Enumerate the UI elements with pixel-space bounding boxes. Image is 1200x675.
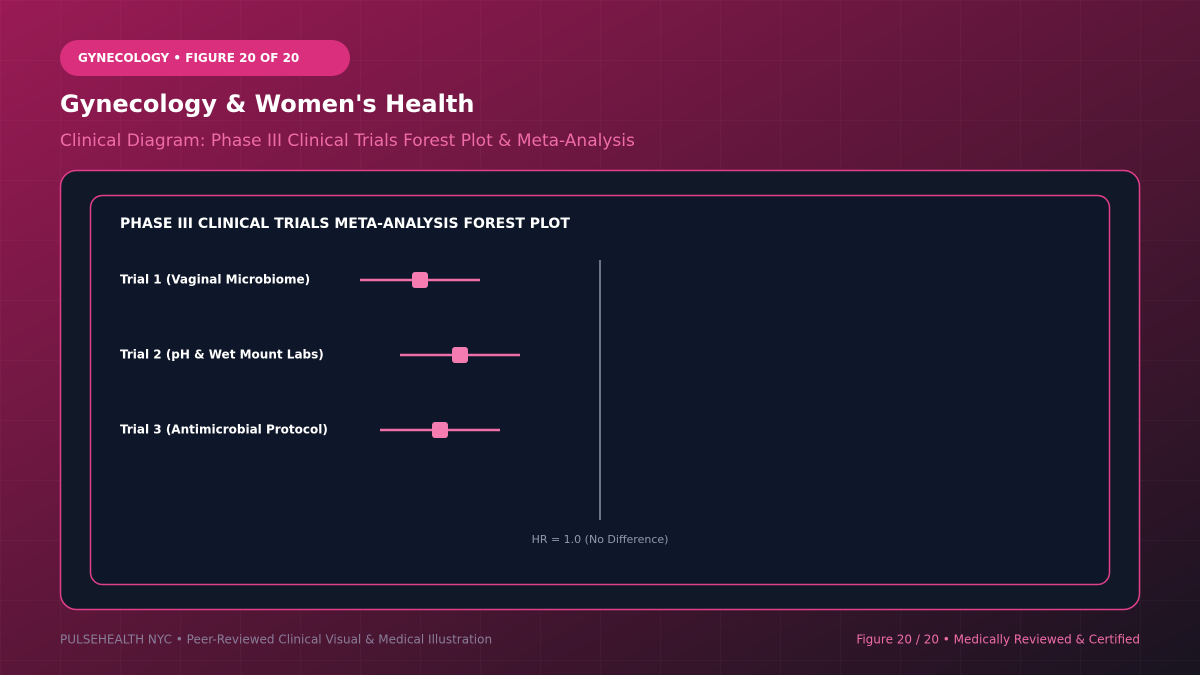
badge: [60, 40, 350, 76]
footer-right: Figure 20 / 20 • Medically Reviewed & Ce…: [856, 633, 1140, 647]
trial-label: Trial 3 (Antimicrobial Protocol): [120, 423, 328, 437]
reference-label: HR = 1.0 (No Difference): [532, 533, 669, 546]
page-title: Gynecology & Women's Health: [60, 90, 474, 118]
point-estimate: [452, 347, 468, 363]
figure-title: PHASE III CLINICAL TRIALS META-ANALYSIS …: [120, 216, 570, 232]
footer-left: PULSEHEALTH NYC • Peer-Reviewed Clinical…: [60, 633, 492, 647]
point-estimate: [432, 422, 448, 438]
point-estimate: [412, 272, 428, 288]
trial-label: Trial 1 (Vaginal Microbiome): [120, 273, 310, 287]
trial-label: Trial 2 (pH & Wet Mount Labs): [120, 348, 324, 362]
page-subtitle: Clinical Diagram: Phase III Clinical Tri…: [60, 131, 635, 151]
badge-text: GYNECOLOGY • FIGURE 20 OF 20: [78, 51, 299, 65]
